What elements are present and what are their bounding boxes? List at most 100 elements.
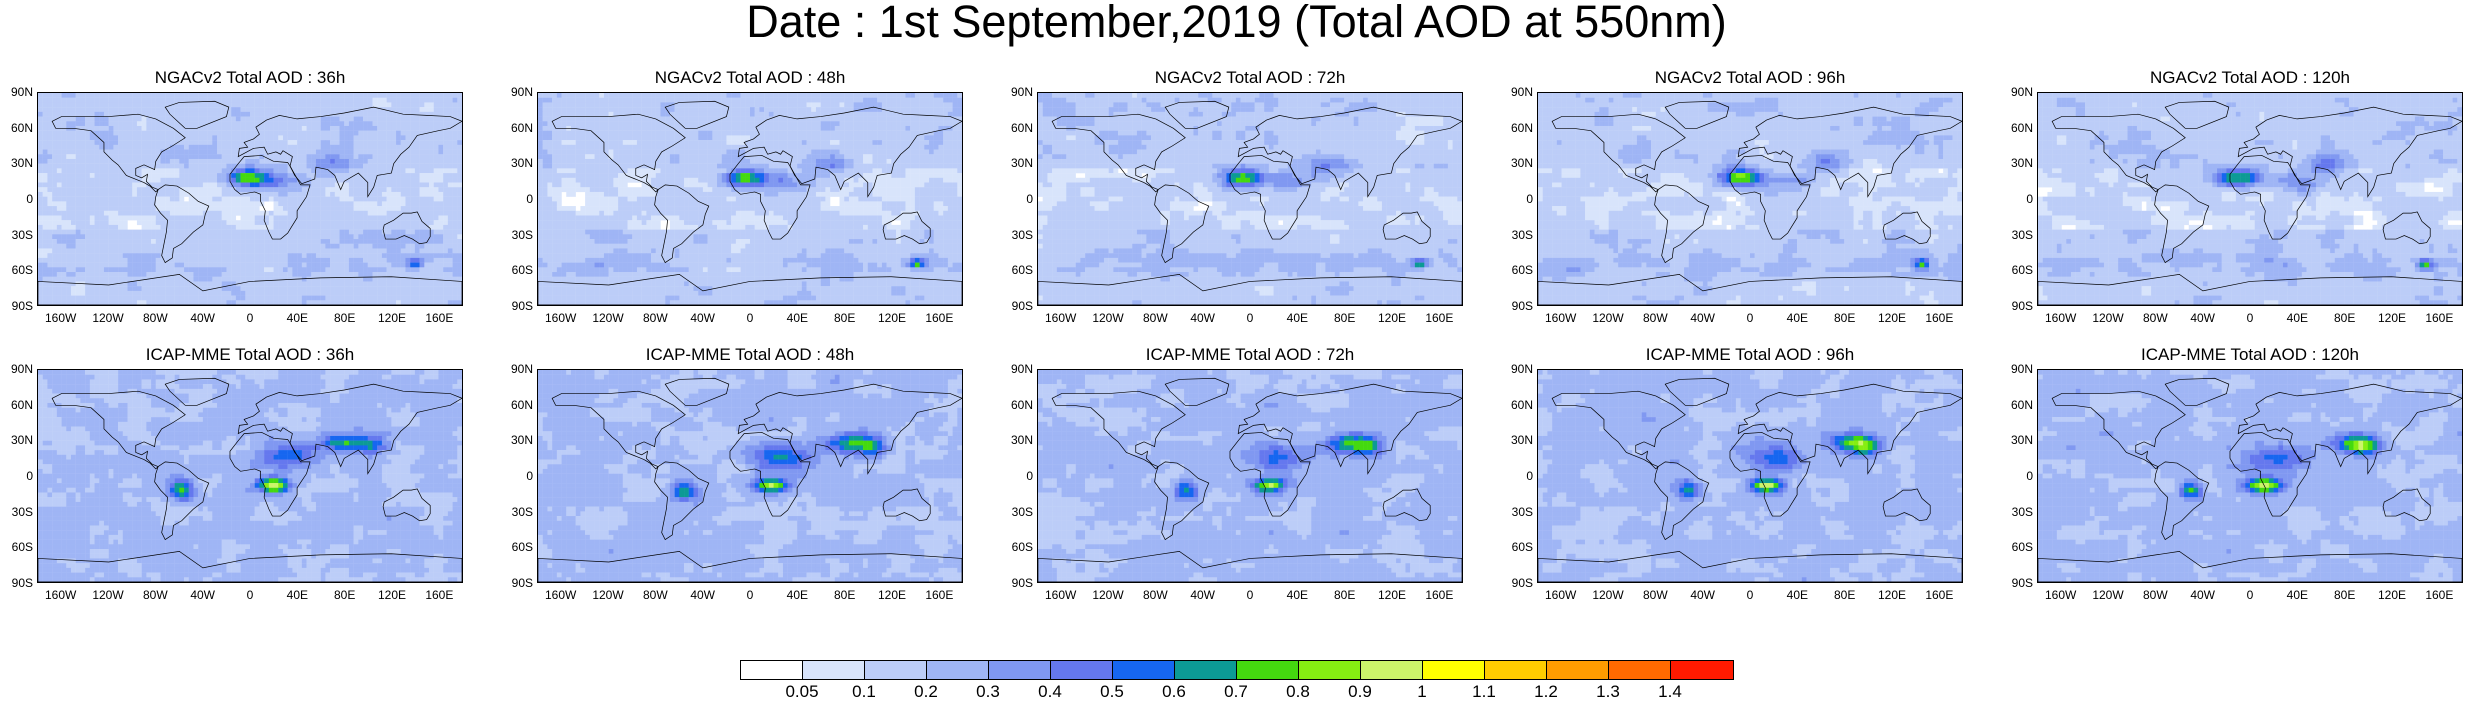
colorbar-tick-label: 1.1: [1454, 683, 1514, 701]
lon-tick-label: 160W: [39, 589, 83, 601]
lat-tick-label: 30N: [1003, 434, 1033, 446]
colorbar-segment: [927, 661, 989, 679]
panel-title: ICAP-MME Total AOD : 96h: [1537, 346, 1963, 364]
lat-tick-label: 60N: [2003, 399, 2033, 411]
lat-tick-label: 60S: [1003, 541, 1033, 553]
lat-tick-label: 0: [2003, 470, 2033, 482]
lon-tick-label: 80E: [323, 589, 367, 601]
coastline: [229, 155, 311, 240]
colorbar: [740, 660, 1734, 680]
aod-map: [37, 92, 463, 306]
lon-tick-label: 160W: [539, 589, 583, 601]
lon-tick-label: 40E: [1775, 589, 1819, 601]
lat-tick-label: 90N: [3, 363, 33, 375]
lon-tick-label: 160W: [539, 312, 583, 324]
lon-tick-label: 40E: [2275, 589, 2319, 601]
colorbar-segment: [741, 661, 803, 679]
coastline: [2154, 461, 2210, 541]
lat-tick-label: 30S: [3, 506, 33, 518]
coastline: [382, 488, 431, 522]
lat-tick-label: 90S: [2003, 577, 2033, 589]
lat-tick-label: 30N: [1503, 157, 1533, 169]
lon-tick-label: 40W: [1681, 589, 1725, 601]
coastline: [229, 432, 311, 517]
lat-tick-label: 90N: [2003, 363, 2033, 375]
lon-tick-label: 80W: [1133, 589, 1177, 601]
lat-tick-label: 60N: [2003, 122, 2033, 134]
lat-tick-label: 60N: [3, 122, 33, 134]
lat-tick-label: 90S: [503, 300, 533, 312]
map-panel-icap-mme-total-aod-96h: ICAP-MME Total AOD : 96h 90N 60N 30N 0 30S 60S…: [1511, 346, 1963, 620]
coastline: [1729, 432, 1811, 517]
lon-tick-label: 40E: [275, 312, 319, 324]
lat-tick-label: 60N: [3, 399, 33, 411]
colorbar-segment: [1361, 661, 1423, 679]
lon-tick-label: 160E: [1917, 589, 1961, 601]
lon-tick-label: 80W: [133, 312, 177, 324]
coastline: [1551, 113, 1686, 193]
lat-tick-label: 90N: [3, 86, 33, 98]
coastline: [2051, 390, 2186, 470]
coastline: [654, 461, 710, 541]
coastline: [382, 211, 431, 245]
coastline: [237, 106, 462, 198]
colorbar-segment: [1113, 661, 1175, 679]
colorbar-tick-label: 0.9: [1330, 683, 1390, 701]
panel-title: NGACv2 Total AOD : 96h: [1537, 69, 1963, 87]
coastline: [1654, 461, 1710, 541]
lon-tick-label: 80W: [1133, 312, 1177, 324]
lon-tick-label: 0: [1228, 312, 1272, 324]
aod-map: [537, 92, 963, 306]
lat-tick-label: 30N: [503, 434, 533, 446]
lon-tick-label: 40W: [181, 589, 225, 601]
colorbar-segment: [1237, 661, 1299, 679]
aod-map: [1037, 369, 1463, 583]
lon-tick-label: 0: [1728, 312, 1772, 324]
lon-tick-label: 160W: [2039, 589, 2083, 601]
coastline: [2154, 184, 2210, 264]
lat-tick-label: 0: [1503, 470, 1533, 482]
lon-tick-label: 80W: [633, 589, 677, 601]
coastline: [882, 488, 931, 522]
lon-tick-label: 160E: [1417, 589, 1461, 601]
lat-tick-label: 60S: [2003, 264, 2033, 276]
lat-tick-label: 30S: [3, 229, 33, 241]
coastline: [729, 432, 811, 517]
lon-tick-label: 40W: [1681, 312, 1725, 324]
lat-tick-label: 60S: [1503, 541, 1533, 553]
lon-tick-label: 0: [2228, 589, 2272, 601]
coastline: [2382, 488, 2431, 522]
coastline: [1164, 377, 1230, 406]
lon-tick-label: 0: [1728, 589, 1772, 601]
coastline: [664, 377, 730, 406]
coastline: [1654, 184, 1710, 264]
lat-tick-label: 0: [1003, 470, 1033, 482]
lon-tick-label: 80E: [1323, 312, 1367, 324]
lat-tick-label: 90S: [503, 577, 533, 589]
lon-tick-label: 40E: [275, 589, 319, 601]
colorbar-tick-label: 0.5: [1082, 683, 1142, 701]
colorbar-tick-label: 1: [1392, 683, 1452, 701]
lon-tick-label: 120E: [1870, 312, 1914, 324]
lon-tick-label: 80E: [1323, 589, 1367, 601]
map-panel-icap-mme-total-aod-48h: ICAP-MME Total AOD : 48h 90N 60N 30N 0 30S 60S…: [511, 346, 963, 620]
lon-tick-label: 160W: [39, 312, 83, 324]
lat-tick-label: 30S: [2003, 506, 2033, 518]
lat-tick-label: 90N: [503, 86, 533, 98]
lon-tick-label: 80E: [2323, 589, 2367, 601]
lat-tick-label: 30N: [3, 157, 33, 169]
lon-tick-label: 160E: [1917, 312, 1961, 324]
coastline: [882, 211, 931, 245]
coastline: [1538, 551, 1962, 582]
aod-map: [537, 369, 963, 583]
coastline: [1664, 100, 1730, 129]
lon-tick-label: 0: [1228, 589, 1272, 601]
coastline: [1038, 274, 1462, 305]
coastline: [1154, 461, 1210, 541]
lon-tick-label: 120W: [86, 312, 130, 324]
colorbar-tick-label: 0.8: [1268, 683, 1328, 701]
coastline: [2051, 113, 2186, 193]
aod-map: [2037, 92, 2463, 306]
lon-tick-label: 80W: [1633, 312, 1677, 324]
colorbar-segment: [865, 661, 927, 679]
